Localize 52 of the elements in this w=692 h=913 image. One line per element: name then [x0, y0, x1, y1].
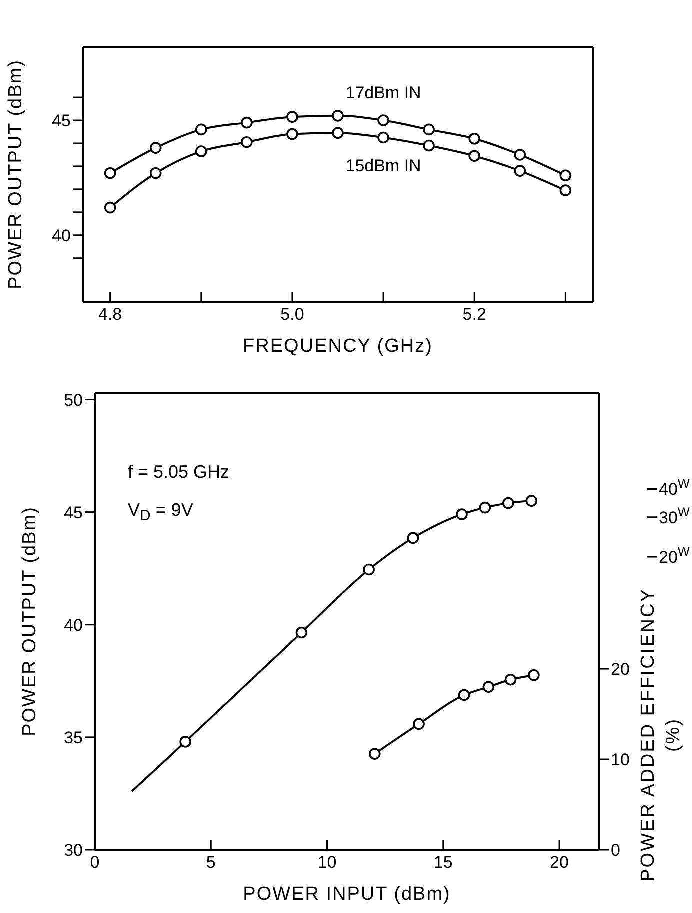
point [286, 111, 298, 123]
x-tick-label: 5.2 [462, 305, 486, 324]
point [286, 128, 298, 140]
y2-tick-label: 20 [611, 660, 630, 680]
point [378, 132, 390, 144]
point [241, 136, 253, 148]
x-tick-label: 4.8 [98, 305, 122, 324]
y3-tick-label: 40$^{W}$ [659, 476, 690, 500]
point [560, 184, 572, 196]
point [378, 114, 390, 126]
x-axis-title: FREQUENCY (GHz) [243, 336, 433, 357]
y-axis-title: POWER OUTPUT (dBm) [6, 60, 26, 290]
point [468, 132, 481, 145]
series-label: 17dBm IN [346, 84, 422, 103]
point [423, 140, 435, 152]
series-label: 15dBm IN [346, 156, 422, 176]
point [195, 146, 208, 158]
point [514, 165, 526, 177]
y-tick-label: 35 [64, 728, 83, 748]
y-tick-label: 30 [64, 841, 83, 860]
point [332, 110, 344, 122]
y-tick-label: 40 [52, 226, 71, 246]
y2-tick-label: 0 [611, 841, 620, 860]
point [468, 150, 481, 162]
annotation: f = 5.05 GHz [128, 462, 230, 483]
y-axis-title: POWER OUTPUT (dBm) [20, 506, 40, 736]
point [195, 124, 208, 136]
y-tick-label: 50 [64, 390, 83, 410]
point [104, 202, 116, 214]
point [332, 127, 344, 140]
y3-tick-label: 20$^{W}$ [659, 544, 690, 568]
x-tick-label: 15 [434, 853, 453, 872]
y3-tick-label: 30$^{W}$ [659, 504, 690, 528]
x-tick-label: 5.0 [280, 305, 304, 324]
x-tick-label: 20 [550, 853, 569, 872]
y2-tick-label: 10 [611, 750, 630, 770]
y2-axis-title: POWER ADDED EFFICIENCY (%) [638, 588, 684, 882]
annotation: V$_{D}$ = 9V [128, 500, 194, 525]
x-axis-title: POWER INPUT (dBm) [243, 884, 451, 905]
y-tick-label: 45 [64, 503, 83, 522]
point [514, 149, 526, 161]
point [241, 116, 253, 129]
point [423, 124, 435, 136]
point [150, 142, 162, 154]
x-tick-label: 5 [206, 853, 216, 872]
point [150, 167, 162, 180]
point [104, 167, 116, 180]
y-tick-label: 40 [64, 616, 83, 635]
point [560, 170, 572, 182]
x-tick-label: 0 [90, 853, 100, 872]
y-tick-label: 45 [52, 112, 71, 131]
x-tick-label: 10 [318, 853, 337, 872]
